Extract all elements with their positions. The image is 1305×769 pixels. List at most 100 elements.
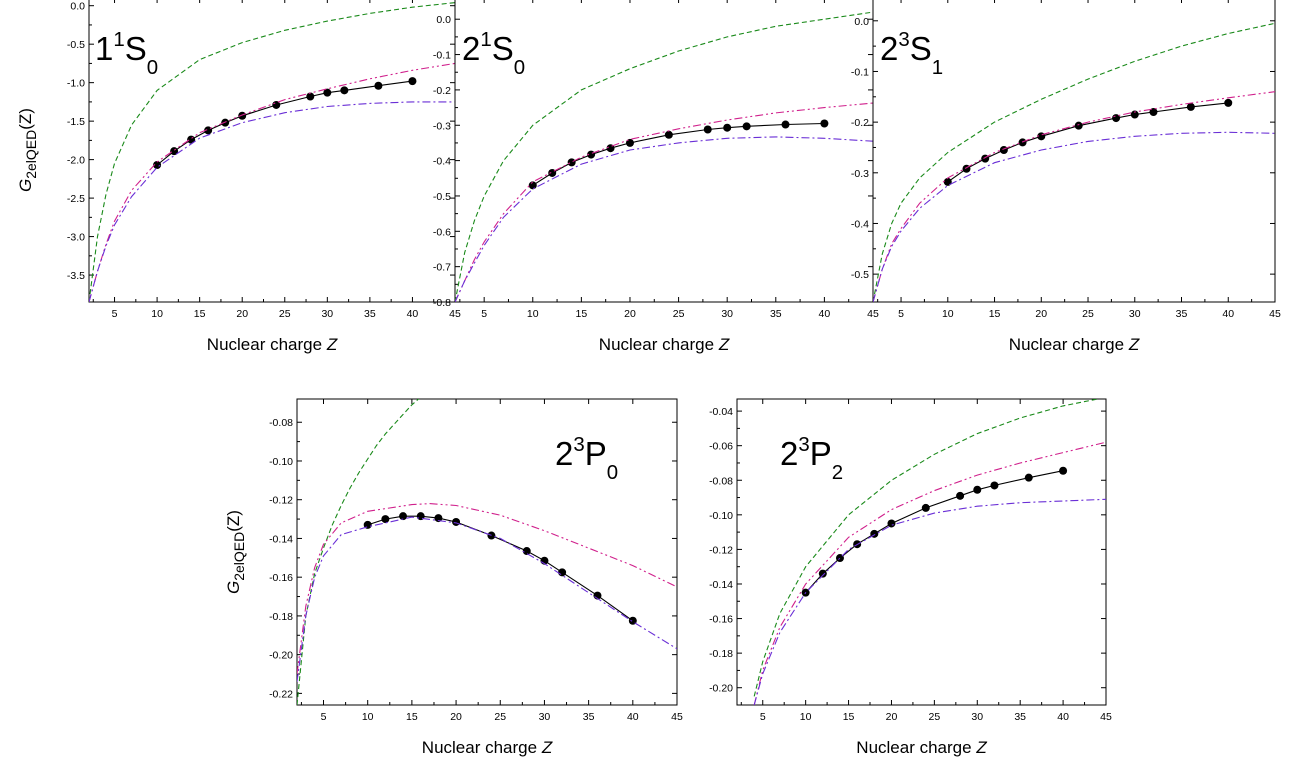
x-tick-label: 35	[364, 308, 376, 320]
series-group	[297, 399, 677, 705]
x-tick-label: 25	[1082, 308, 1094, 320]
x-axis-label: Nuclear charge Z	[422, 738, 553, 757]
y-tick-label: -1.5	[67, 116, 85, 128]
state-sub: 1	[932, 56, 943, 79]
x-tick-label: 45	[1100, 711, 1112, 723]
series-line-dashdot	[89, 101, 455, 302]
series-line-dashed	[297, 399, 420, 705]
state-letter: S	[910, 30, 932, 67]
x-tick-label: 10	[362, 711, 374, 723]
plot-frame	[736, 398, 1107, 706]
data-point	[522, 547, 531, 556]
y-tick-label: -2.0	[67, 155, 85, 167]
y-tick-label: -0.12	[269, 495, 293, 507]
y-tick-label: -0.5	[67, 39, 85, 51]
x-axis-label-text: Nuclear charge	[599, 335, 719, 354]
series-line-dashdotdot	[455, 102, 873, 302]
data-point	[170, 147, 179, 156]
x-tick-label: 20	[236, 308, 248, 320]
data-point	[1024, 473, 1033, 482]
state-letter: S	[492, 30, 514, 67]
x-tick-label: 40	[1222, 308, 1234, 320]
data-point	[1224, 98, 1233, 107]
state-letter: P	[585, 435, 607, 472]
y-axis-label-sub: 2elQED	[231, 532, 247, 581]
x-axis-label-var: Z	[541, 738, 553, 757]
y-tick-label: -0.2	[851, 117, 869, 129]
x-tick-label: 20	[1035, 308, 1047, 320]
y-tick-label: -0.16	[269, 572, 293, 584]
series-line-solid	[367, 515, 634, 622]
state-label: 23S1	[880, 28, 943, 79]
x-tick-label: 5	[481, 308, 487, 320]
y-tick-label: -0.16	[709, 614, 733, 626]
x-tick-label: 10	[527, 308, 539, 320]
y-axis-label-arg: (Z)	[16, 108, 35, 130]
y-tick-label: -0.2	[433, 85, 451, 97]
state-lead: 2	[880, 30, 898, 67]
y-tick-label: -1.0	[67, 78, 85, 90]
state-sub: 0	[147, 56, 158, 79]
x-axis-label-text: Nuclear charge	[207, 335, 327, 354]
data-point	[153, 161, 162, 170]
data-point	[887, 519, 896, 528]
y-tick-label: -0.4	[433, 156, 451, 168]
x-axis-label-text: Nuclear charge	[422, 738, 542, 757]
y-tick-label: -0.18	[709, 648, 733, 660]
x-tick-label: 20	[886, 711, 898, 723]
y-tick-label: -0.14	[709, 579, 733, 591]
x-axis-label-var: Z	[326, 335, 338, 354]
x-tick-label: 25	[494, 711, 506, 723]
data-point	[323, 88, 332, 97]
y-tick-label: -0.10	[709, 510, 733, 522]
series-line-dashdot	[455, 136, 873, 302]
x-tick-label: 40	[819, 308, 831, 320]
x-axis-label-text: Nuclear charge	[856, 738, 976, 757]
state-sup: 1	[113, 28, 124, 51]
x-axis-label: Nuclear charge Z	[599, 335, 730, 354]
state-sub: 0	[514, 56, 525, 79]
data-point	[921, 503, 930, 512]
y-tick-label: -0.1	[851, 66, 869, 78]
x-tick-label: 35	[583, 711, 595, 723]
data-point	[1059, 466, 1068, 475]
x-tick-label: 5	[898, 308, 904, 320]
y-tick-label: -3.0	[67, 232, 85, 244]
state-letter: P	[810, 435, 832, 472]
series-line-dashdotdot	[297, 503, 677, 675]
data-point	[956, 491, 965, 500]
x-tick-label: 35	[1014, 711, 1026, 723]
y-axis-label-sym: G	[224, 581, 243, 594]
y-axis-label-sub: 2elQED	[23, 130, 39, 179]
data-point	[567, 158, 576, 167]
x-tick-label: 20	[450, 711, 462, 723]
data-point	[1074, 121, 1083, 130]
panel-4: 5 10 15 20 25 30 35 40 45-0.08-0.10-0.12-0.14-0.…	[224, 398, 683, 757]
x-tick-label: 15	[406, 711, 418, 723]
series-line-dashed	[455, 11, 873, 302]
series-line-dashdot	[873, 131, 1275, 302]
x-axis-label-text: Nuclear charge	[1009, 335, 1129, 354]
data-point	[340, 86, 349, 95]
state-lead: 2	[462, 30, 480, 67]
data-point	[452, 517, 461, 526]
x-axis-label-var: Z	[718, 335, 730, 354]
state-sup: 1	[480, 28, 491, 51]
y-axis-label-arg: (Z)	[224, 510, 243, 532]
x-tick-label: 30	[539, 711, 551, 723]
y-tick-label: -0.5	[433, 191, 451, 203]
series-line-dashdotdot	[873, 91, 1275, 302]
y-tick-label: 0.0	[70, 1, 85, 13]
y-tick-label: -0.5	[851, 269, 869, 281]
y-tick-label: -0.12	[709, 544, 733, 556]
y-tick-label: -0.6	[433, 226, 451, 238]
x-tick-label: 10	[942, 308, 954, 320]
x-tick-label: 45	[449, 308, 461, 320]
x-tick-label: 25	[279, 308, 291, 320]
plot-frame	[872, 0, 1276, 303]
data-point	[999, 146, 1008, 154]
x-tick-label: 15	[989, 308, 1001, 320]
y-tick-label: -0.7	[433, 262, 451, 274]
state-sup: 3	[573, 433, 584, 456]
state-sub: 0	[607, 461, 618, 484]
